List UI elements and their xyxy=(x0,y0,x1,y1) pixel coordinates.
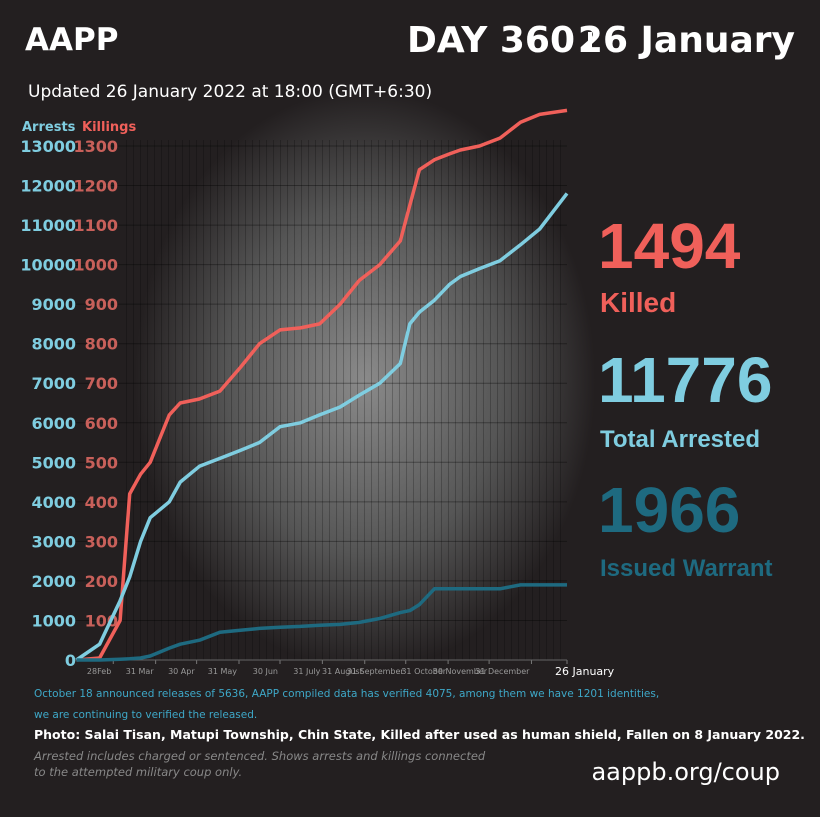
disclaimer: Arrested includes charged or sentenced. … xyxy=(33,749,486,763)
y-axis-title: Arrests xyxy=(22,120,76,135)
y-tick-label: 13000 xyxy=(20,137,76,156)
x-tick-label: 31 May xyxy=(208,667,238,676)
y-tick-label: 9000 xyxy=(31,295,76,314)
y-tick-label: 6000 xyxy=(31,414,76,433)
release-note: we are continuing to verified the releas… xyxy=(34,709,257,721)
stat-label: Total Arrested xyxy=(600,426,760,453)
y-tick-label: 8000 xyxy=(31,335,76,354)
series-line xyxy=(76,108,568,662)
y2-tick-label: 200 xyxy=(85,572,118,591)
series-line xyxy=(75,192,569,662)
photo-caption: Photo: Salai Tisan, Matupi Township, Chi… xyxy=(34,727,805,742)
y2-tick-label: 800 xyxy=(85,335,118,354)
y2-tick-label: 1100 xyxy=(73,216,118,235)
stat-label: Killed xyxy=(600,287,676,318)
x-tick-label: 26 January xyxy=(555,665,615,678)
y2-tick-label: 600 xyxy=(85,414,118,433)
y-tick-label: 11000 xyxy=(20,216,76,235)
y2-tick-label: 500 xyxy=(85,453,118,472)
y-tick-label: 7000 xyxy=(31,374,76,393)
url[interactable]: aappb.org/coup xyxy=(591,758,780,786)
stat-value: 11776 xyxy=(598,344,772,416)
x-tick-label: 31 September xyxy=(347,667,405,676)
x-tick-label: 31 Mar xyxy=(126,667,155,676)
x-tick-label: 30 Jun xyxy=(253,667,278,676)
y-tick-label: 5000 xyxy=(31,453,76,472)
x-tick-label: 30 November xyxy=(433,667,488,676)
x-tick-label: 31 October xyxy=(401,667,446,676)
x-tick-label: 30 Apr xyxy=(168,667,195,676)
y2-tick-label: 900 xyxy=(85,295,118,314)
x-tick-label: 31 December xyxy=(475,667,530,676)
stat-value: 1966 xyxy=(598,474,740,546)
y-tick-label: 1000 xyxy=(31,611,76,630)
release-note: October 18 announced releases of 5636, A… xyxy=(34,688,659,700)
y-tick-label: 0 xyxy=(65,651,76,670)
logo: AAPP xyxy=(25,22,118,58)
y2-tick-label: 300 xyxy=(85,532,118,551)
date: 26 January xyxy=(578,20,795,61)
y-tick-label: 3000 xyxy=(31,532,76,551)
disclaimer: to the attempted military coup only. xyxy=(34,765,242,779)
y2-tick-label: 1200 xyxy=(73,177,118,196)
y2-axis-title: Killings xyxy=(82,120,136,135)
y2-tick-label: 700 xyxy=(85,374,118,393)
stat-value: 1494 xyxy=(598,210,741,282)
x-tick-label: 31 August xyxy=(322,667,363,676)
x-tick-label: 28Feb xyxy=(87,667,111,676)
y-tick-label: 4000 xyxy=(31,493,76,512)
y-tick-label: 12000 xyxy=(20,177,76,196)
x-tick-label: 31 July xyxy=(293,667,320,676)
stat-label: Issued Warrant xyxy=(600,555,773,582)
y2-tick-label: 1300 xyxy=(73,137,118,156)
y-tick-label: 10000 xyxy=(20,256,76,275)
y-tick-label: 2000 xyxy=(31,572,76,591)
y2-tick-label: 1000 xyxy=(73,256,118,275)
updated: Updated 26 January 2022 at 18:00 (GMT+6:… xyxy=(28,82,432,102)
series-line xyxy=(76,583,567,662)
y2-tick-label: 400 xyxy=(85,493,118,512)
day-counter: DAY 360 xyxy=(407,20,575,61)
